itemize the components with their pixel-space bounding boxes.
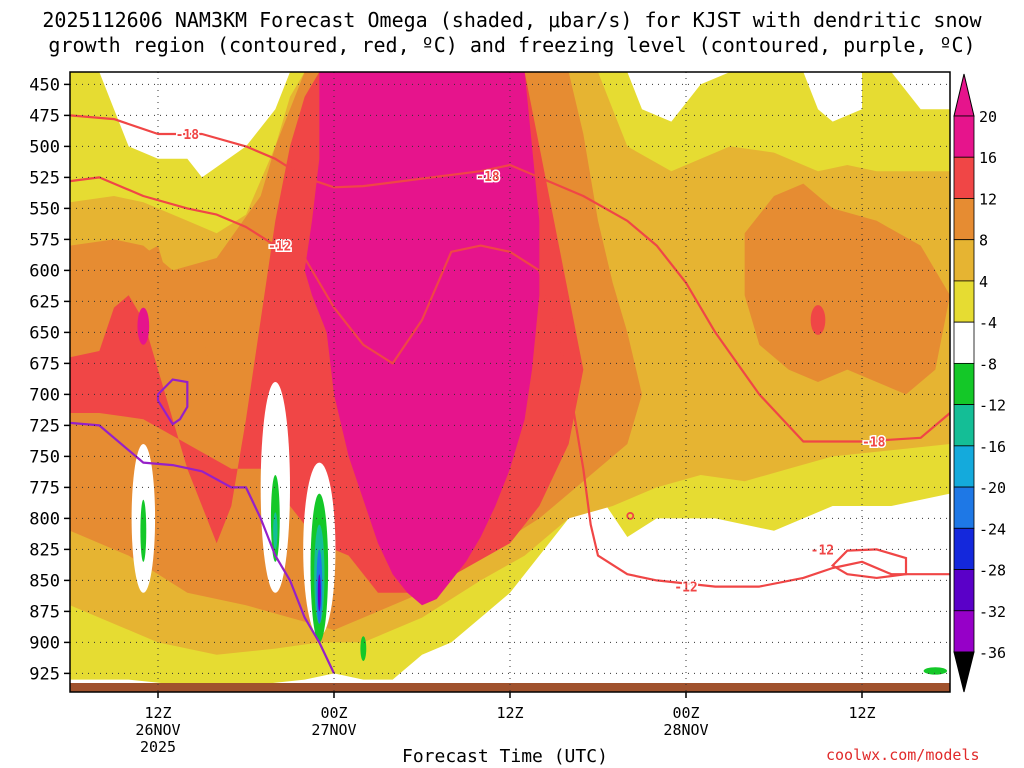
y-tick-label-9: 675 — [29, 354, 60, 374]
colorbar-swatch-7 — [953, 404, 975, 447]
y-tick-label-16: 850 — [29, 571, 60, 591]
contour-label-2: -18 — [862, 436, 886, 451]
x-tick-date-3: 28NOV — [663, 721, 708, 739]
x-axis-label: Forecast Time (UTC) — [402, 746, 608, 767]
colorbar-label-8: -16 — [979, 438, 1006, 456]
colorbar-swatch-0 — [953, 115, 975, 158]
colorbar-swatch-10 — [953, 527, 975, 570]
colorbar-label-12: -32 — [979, 603, 1006, 621]
y-tick-label-10: 700 — [29, 385, 60, 405]
omega-green-col-1 — [140, 499, 147, 562]
omega-green-speck — [360, 636, 367, 661]
y-axis: 450 475 500 525 550 575 600 625 650 675 700 725 750 7… — [29, 75, 70, 684]
colorbar-label-9: -20 — [979, 479, 1006, 497]
contour-label-0: -18 — [176, 128, 200, 143]
colorbar-swatch-6 — [953, 362, 975, 406]
contour-2 — [70, 421, 335, 674]
colorbar-label-3: 8 — [979, 232, 988, 250]
contour-label-3: -12 — [268, 240, 291, 255]
omega-magenta — [304, 72, 540, 606]
omega-red-small — [810, 305, 826, 335]
plot-area: -18-18-18-12-12-12 — [70, 72, 950, 692]
terrain-band — [70, 683, 950, 692]
contour-loop-right — [830, 548, 908, 580]
colorbar-label-6: -8 — [979, 355, 997, 373]
colorbar-swatch-11 — [953, 569, 975, 612]
colorbar-label-0: 20 — [979, 108, 997, 126]
y-tick-label-3: 525 — [29, 168, 60, 188]
x-tick-label-3: 00Z — [672, 704, 699, 722]
omega-green-right — [923, 667, 948, 675]
chart-title-line-2: growth region (contoured, red, ºC) and f… — [48, 33, 976, 57]
y-tick-label-13: 775 — [29, 478, 60, 498]
colorbar-label-11: -28 — [979, 562, 1006, 580]
colorbar-swatch-5 — [953, 321, 975, 364]
y-tick-label-12: 750 — [29, 447, 60, 467]
y-tick-label-6: 600 — [29, 261, 60, 281]
colorbar-label-5: -4 — [979, 314, 997, 332]
x-tick-year-0: 2025 — [140, 738, 176, 756]
colorbar-label-13: -36 — [979, 644, 1006, 662]
y-tick-label-5: 575 — [29, 230, 60, 250]
colorbar-over-arrow — [953, 73, 975, 117]
contour-label-5: -12 — [811, 543, 834, 558]
contour-dot — [626, 512, 635, 520]
x-tick-label-0: 12Z — [144, 704, 171, 722]
contour-0 — [70, 114, 950, 443]
y-tick-label-1: 475 — [29, 106, 60, 126]
y-tick-label-0: 450 — [29, 75, 60, 95]
chart-title-line-1: 2025112606 NAM3KM Forecast Omega (shaded… — [42, 8, 982, 32]
x-tick-label-2: 12Z — [496, 704, 523, 722]
omega-magenta-small — [137, 307, 150, 345]
colorbar-swatch-4 — [953, 280, 975, 323]
colorbar-label-1: 16 — [979, 149, 997, 167]
omega-purple-col-3 — [317, 574, 321, 612]
y-tick-label-15: 825 — [29, 540, 60, 560]
y-tick-label-14: 800 — [29, 509, 60, 529]
colorbar-swatch-12 — [953, 610, 975, 653]
colorbar-swatch-2 — [953, 198, 975, 241]
colorbar-swatch-1 — [953, 156, 975, 199]
x-tick-label-4: 12Z — [848, 704, 875, 722]
contour-label-1: -18 — [476, 170, 500, 185]
y-tick-label-18: 900 — [29, 633, 60, 653]
x-tick-date-1: 27NOV — [311, 721, 356, 739]
colorbar-swatch-3 — [953, 239, 975, 282]
y-tick-label-17: 875 — [29, 602, 60, 622]
x-tick-date-0: 26NOV — [135, 721, 180, 739]
y-tick-label-2: 500 — [29, 137, 60, 157]
credit-text: coolwx.com/models — [826, 746, 980, 764]
y-tick-label-11: 725 — [29, 416, 60, 436]
freezing-loop — [156, 378, 189, 426]
y-tick-label-4: 550 — [29, 199, 60, 219]
colorbar-label-7: -12 — [979, 397, 1006, 415]
colorbar-label-10: -24 — [979, 520, 1006, 538]
colorbar: 20 16 12 8 4 -4 -8 -12 -16 -20 -24 -28 -32 -36 — [953, 73, 1006, 693]
omega-orange-right — [744, 183, 950, 395]
colorbar-label-4: 4 — [979, 273, 988, 291]
colorbar-label-2: 12 — [979, 190, 997, 208]
gridlines — [70, 72, 950, 692]
omega-teal-col-2 — [273, 512, 278, 550]
colorbar-swatch-9 — [953, 486, 975, 529]
y-tick-label-8: 650 — [29, 323, 60, 343]
colorbar-under-arrow — [953, 651, 975, 693]
x-tick-label-1: 00Z — [320, 704, 347, 722]
contour-1 — [70, 176, 950, 588]
colorbar-swatch-8 — [953, 445, 975, 488]
y-tick-label-7: 625 — [29, 292, 60, 312]
y-tick-label-19: 925 — [29, 664, 60, 684]
